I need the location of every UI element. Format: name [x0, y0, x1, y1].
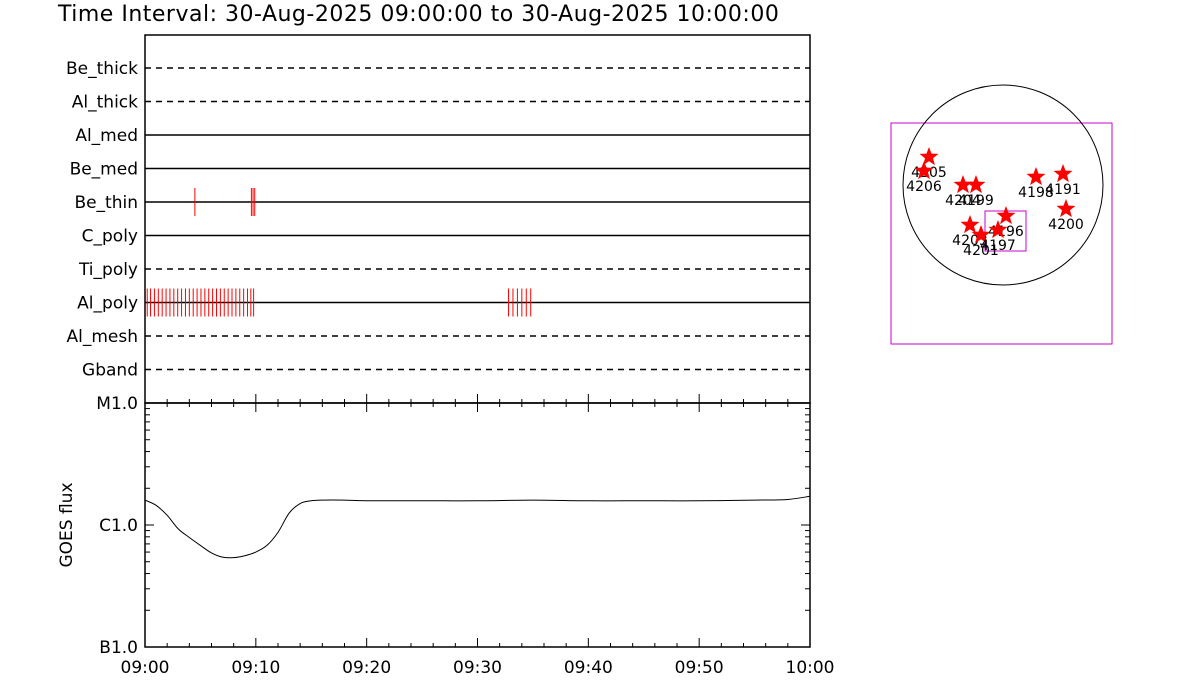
active-region-label: 4197: [980, 238, 1016, 254]
channel-label-c_poly: C_poly: [82, 227, 138, 247]
channel-label-be_thick: Be_thick: [66, 59, 138, 79]
x-tick-label: 09:10: [231, 658, 280, 678]
active-region-label: 4200: [1048, 217, 1084, 233]
channel-label-al_poly: Al_poly: [77, 294, 138, 314]
goes-flux-line: [144, 495, 811, 559]
active-region-marker: [960, 215, 980, 234]
x-tick-label: 09:00: [121, 658, 170, 678]
active-region-label: 4204: [945, 193, 981, 209]
active-region-marker: [1056, 199, 1076, 218]
y-tick-label: B1.0: [99, 638, 138, 658]
channel-label-al_med: Al_med: [75, 126, 138, 146]
channel-label-al_thick: Al_thick: [72, 93, 138, 113]
chart-title: Time Interval: 30-Aug-2025 09:00:00 to 3…: [58, 2, 780, 27]
active-region-label: 4191: [1045, 182, 1081, 198]
x-tick-label: 10:00: [786, 658, 835, 678]
active-region-label: 4198: [1018, 185, 1054, 201]
active-region-marker: [966, 175, 986, 194]
active-region-marker: [988, 220, 1008, 239]
y-tick-label: M1.0: [96, 394, 138, 414]
active-region-marker: [953, 175, 973, 194]
active-region-label: 4206: [906, 179, 942, 195]
goes-frame: [144, 402, 811, 648]
active-region-marker: [1026, 167, 1046, 186]
channels-frame: [144, 34, 811, 404]
goes-panel: B1.0 C1.0 M1.0 09:00 09:10 09:20 09:30 09:40 09…: [57, 394, 835, 678]
sun-map: 4205420642044199420342014196419741984191…: [890, 84, 1113, 345]
x-tick-label: 09:30: [453, 658, 502, 678]
active-region-label: 4201: [963, 243, 999, 259]
channel-label-al_mesh: Al_mesh: [66, 327, 138, 347]
fov-outer-box: [890, 122, 1113, 345]
channel-label-gband: Gband: [82, 361, 138, 381]
channel-label-ti_poly: Ti_poly: [78, 260, 138, 280]
channel-label-be_thin: Be_thin: [74, 193, 138, 213]
active-region-marker: [971, 225, 991, 244]
solar-disk: [902, 84, 1104, 286]
channel-label-be_med: Be_med: [70, 160, 138, 180]
channels-panel: Be_thick Al_thick Al_med Be_med Be_thin C_pol…: [66, 34, 811, 404]
goes-y-axis-label: GOES flux: [57, 482, 77, 567]
x-tick-label: 09:20: [342, 658, 391, 678]
active-region-marker: [914, 161, 934, 180]
y-tick-label: C1.0: [99, 516, 138, 536]
x-tick-label: 09:40: [564, 658, 613, 678]
active-region-marker: [919, 147, 939, 166]
active-region-marker: [1053, 164, 1073, 183]
x-tick-label: 09:50: [675, 658, 724, 678]
active-region-label: 4199: [958, 193, 994, 209]
active-region-marker: [996, 206, 1016, 225]
